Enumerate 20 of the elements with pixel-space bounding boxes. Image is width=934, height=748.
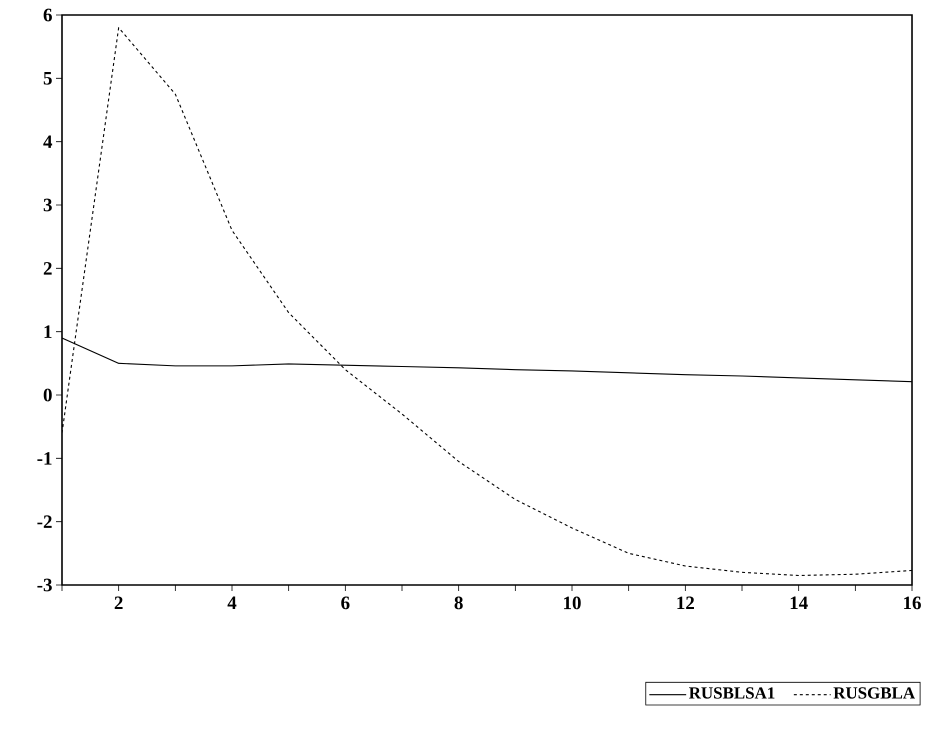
x-tick-label: 14 xyxy=(790,596,808,610)
x-tick-label: 4 xyxy=(228,596,236,609)
x-tick-label: 6 xyxy=(341,596,350,610)
x-tick-label: 16 xyxy=(904,596,921,610)
legend-label: RUSBLSA1 xyxy=(689,687,774,699)
y-tick-label: -1 xyxy=(37,452,52,465)
y-tick-label: 3 xyxy=(44,198,52,212)
x-tick-label: 2 xyxy=(114,596,123,610)
legend-label: RUSGBLA xyxy=(834,687,915,699)
x-tick-label: 10 xyxy=(564,596,581,610)
y-tick-label: 5 xyxy=(44,72,52,85)
y-tick-label: 2 xyxy=(44,262,52,275)
x-tick-label: 12 xyxy=(677,596,694,610)
y-tick-label: -2 xyxy=(37,515,52,528)
y-tick-label: 1 xyxy=(44,325,52,338)
y-tick-label: -3 xyxy=(37,578,52,592)
y-tick-label: 4 xyxy=(43,135,52,148)
x-tick-label: 8 xyxy=(454,596,463,610)
y-tick-label: 0 xyxy=(44,388,52,402)
y-tick-label: 6 xyxy=(44,8,52,22)
